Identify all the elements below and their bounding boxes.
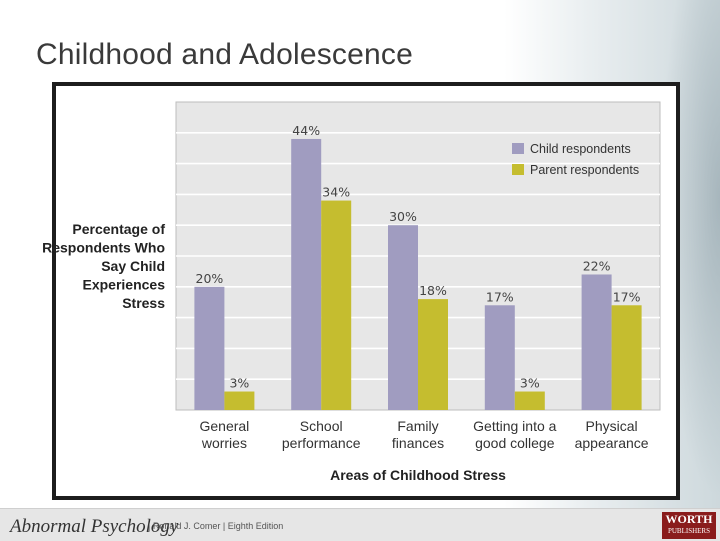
data-label: 20% xyxy=(196,271,224,286)
bar xyxy=(418,299,448,410)
data-label: 22% xyxy=(583,258,611,273)
bar xyxy=(224,391,255,410)
y-axis-title: Percentage of Respondents Who Say Child Exp… xyxy=(42,221,165,311)
y-axis-title-line: Say Child xyxy=(101,258,165,274)
y-axis-title-line: Respondents Who xyxy=(42,240,165,256)
bar xyxy=(581,274,612,410)
y-axis-title-line: Experiences xyxy=(83,277,166,293)
legend-label: Parent respondents xyxy=(530,163,639,177)
data-label: 3% xyxy=(520,376,540,391)
y-axis-title-line: Percentage of xyxy=(72,221,165,237)
x-tick-label: Getting into a good college xyxy=(473,418,556,451)
x-tick-label: Physical appearance xyxy=(575,418,649,451)
footer: Abnormal Psychology | Ronald J. Comer | … xyxy=(0,508,720,541)
x-axis-title: Areas of Childhood Stress xyxy=(330,467,506,483)
publisher-logo: WORTH PUBLISHERS xyxy=(662,512,716,539)
x-tick-label-line: performance xyxy=(282,435,361,451)
data-label: 30% xyxy=(389,209,417,224)
bar xyxy=(514,391,545,410)
x-tick-label-line: finances xyxy=(392,435,444,451)
slide-title: Childhood and Adolescence xyxy=(36,38,413,71)
publisher-logo-line2: PUBLISHERS xyxy=(667,527,710,535)
bar xyxy=(321,200,352,410)
x-tick-label: School performance xyxy=(282,418,361,451)
legend-swatch xyxy=(512,143,524,154)
book-meta: | Ronald J. Comer | Eighth Edition xyxy=(148,521,284,531)
bar xyxy=(611,305,642,410)
bar xyxy=(291,138,322,410)
data-label: 3% xyxy=(229,376,249,391)
x-tick-label-line: appearance xyxy=(575,435,649,451)
x-tick-label-line: School xyxy=(300,418,343,434)
data-label: 18% xyxy=(419,283,447,298)
x-tick-label-line: General xyxy=(199,418,249,434)
data-label: 17% xyxy=(613,289,641,304)
x-tick-label-line: Physical xyxy=(586,418,638,434)
x-tick-label-line: Family xyxy=(397,418,438,434)
y-axis-title-line: Stress xyxy=(122,295,165,311)
data-label: 17% xyxy=(486,289,514,304)
publisher-logo-line1: WORTH xyxy=(665,512,713,526)
bar xyxy=(388,225,418,410)
x-tick-label: General worries xyxy=(199,418,249,451)
bar xyxy=(484,305,515,410)
x-tick-label-line: worries xyxy=(201,435,247,451)
data-label: 34% xyxy=(322,185,350,200)
bar xyxy=(194,286,225,410)
book-title: Abnormal Psychology xyxy=(10,516,179,537)
x-tick-label-line: good college xyxy=(475,435,555,451)
x-tick-label: Family finances xyxy=(392,418,444,451)
data-label: 44% xyxy=(292,123,320,138)
legend-label: Child respondents xyxy=(530,142,631,156)
x-tick-label-line: Getting into a xyxy=(473,418,556,434)
legend-swatch xyxy=(512,164,524,175)
